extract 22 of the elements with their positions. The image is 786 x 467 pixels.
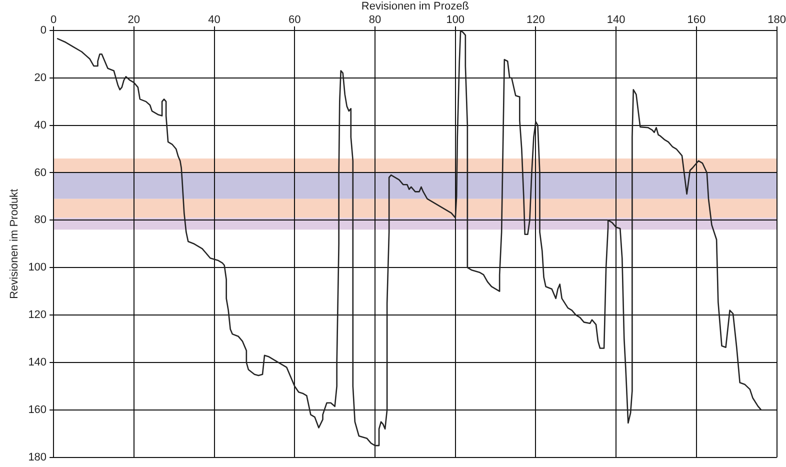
x-tick-label: 0 xyxy=(50,14,57,26)
x-tick-label: 140 xyxy=(606,14,626,26)
y-tick-label: 0 xyxy=(40,24,47,36)
y-tick-label: 120 xyxy=(28,309,47,322)
y-tick-label: 100 xyxy=(28,262,47,274)
x-tick-label: 80 xyxy=(368,14,382,26)
y-axis-title: Revisionen im Produkt xyxy=(8,188,21,299)
x-tick-label: 160 xyxy=(687,14,706,26)
x-axis-title: Revisionen im Prozeß xyxy=(361,0,470,13)
y-tick-label: 80 xyxy=(34,214,47,226)
y-tick-label: 160 xyxy=(28,404,47,416)
x-tick-label: 180 xyxy=(768,14,786,26)
x-tick-label: 120 xyxy=(526,14,545,26)
x-tick-label: 40 xyxy=(208,14,220,26)
y-tick-label: 60 xyxy=(34,166,47,179)
x-tick-label: 20 xyxy=(128,14,140,26)
x-tick-label: 100 xyxy=(446,14,465,26)
y-tick-label: 20 xyxy=(34,72,47,84)
y-tick-label: 140 xyxy=(28,356,47,369)
x-tick-label: 60 xyxy=(288,14,301,26)
y-tick-label: 40 xyxy=(34,119,47,132)
y-tick-label: 180 xyxy=(28,451,47,464)
